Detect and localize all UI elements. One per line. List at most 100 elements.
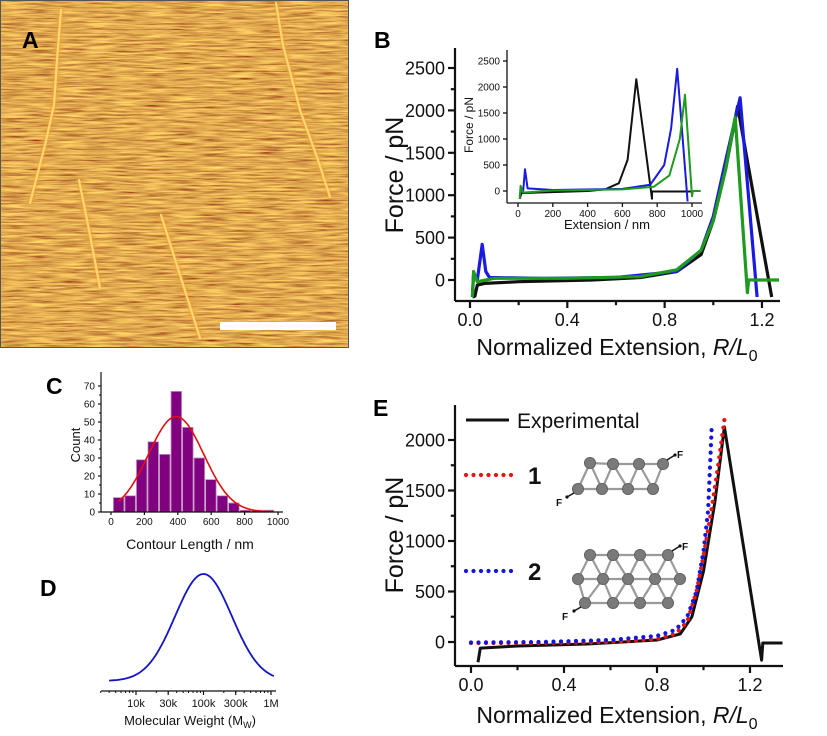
y-tick-label: 2000 xyxy=(478,83,501,94)
y-tick-label: 0 xyxy=(435,632,445,652)
y-tick-label: 10 xyxy=(84,490,96,501)
histogram-bar xyxy=(216,495,229,513)
x-tick-label: 0 xyxy=(515,209,521,220)
fiber xyxy=(159,213,202,340)
x-tick-label: 0.4 xyxy=(555,310,580,330)
panel-b-inset-chart: 0 200 400 600 800 1000 0 500 1000 1500 2000 2500 For… xyxy=(462,50,704,232)
x-tick-label: 200 xyxy=(544,209,561,220)
histogram-bar xyxy=(113,497,125,513)
x-tick-label: 10k xyxy=(127,698,145,710)
atom xyxy=(657,457,670,470)
x-tick-label: 0.4 xyxy=(551,675,576,695)
histogram-bar xyxy=(170,390,182,513)
y-tick-label: 1000 xyxy=(405,531,445,551)
molecule-1: FF xyxy=(556,450,683,509)
y-tick-label: 50 xyxy=(84,418,96,429)
atom xyxy=(622,482,635,495)
x-axis-title-subscript: W xyxy=(243,720,252,730)
atom xyxy=(649,573,662,586)
x-axis-title: Normalized Extension, R/L0 xyxy=(476,334,757,365)
molecule-2: FF xyxy=(562,542,688,623)
x-axis-title-variable: R/L xyxy=(713,334,749,360)
y-tick-label: 2000 xyxy=(405,101,445,121)
y-axis-title: Count xyxy=(68,427,83,462)
series-experimental-line xyxy=(476,425,783,663)
x-axis-title: Contour Length / nm xyxy=(126,536,254,552)
distribution-curve xyxy=(109,573,275,682)
x-tick-label: 0.8 xyxy=(644,675,669,695)
y-tick-label: 2500 xyxy=(478,57,501,68)
legend-label-model-1: 1 xyxy=(528,463,541,490)
y-tick-label: 0 xyxy=(89,508,95,519)
y-tick-label: 30 xyxy=(84,454,96,465)
y-tick-label: 60 xyxy=(84,400,96,411)
panel-label-d: D xyxy=(40,575,57,601)
x-tick-label: 0.8 xyxy=(652,310,677,330)
atom xyxy=(607,457,620,470)
arrow-head-icon xyxy=(565,495,569,499)
legend-label-model-2: 2 xyxy=(528,559,541,586)
afm-fibers xyxy=(27,1,333,340)
x-tick-label: 100k xyxy=(192,698,216,710)
x-axis-title-variable: R/L xyxy=(713,702,749,728)
x-tick-label: 800 xyxy=(649,209,666,220)
series-line-2 xyxy=(470,115,779,298)
atom xyxy=(597,573,610,586)
histogram-bar xyxy=(124,495,136,513)
x-tick-label: 200 xyxy=(136,517,153,528)
afm-frame xyxy=(0,0,349,348)
force-label: F xyxy=(556,498,562,509)
atom xyxy=(662,549,675,562)
histogram-bar xyxy=(205,479,217,513)
atom xyxy=(607,549,620,562)
legend-label-experimental: Experimental xyxy=(517,410,640,433)
atom xyxy=(596,482,609,495)
panel-d-molecular-weight-distribution: 10k 30k 100k 300k 1M Molecular Weight (MW) xyxy=(100,573,279,730)
x-tick-label: 400 xyxy=(169,517,186,528)
panel-e-model-comparison-chart: 0.0 0.4 0.8 1.2 0 500 1000 1500 2000 Force / pN No… xyxy=(381,405,783,733)
panel-label-c: C xyxy=(46,373,63,399)
atom xyxy=(662,597,675,610)
y-axis-title: Force / pN xyxy=(381,477,409,594)
atom xyxy=(634,549,647,562)
y-tick-label: 1500 xyxy=(405,143,445,163)
y-tick-label: 40 xyxy=(84,436,96,447)
atom xyxy=(633,457,646,470)
y-axis-title: Force / pN xyxy=(381,117,409,234)
arrow-head-icon xyxy=(678,544,682,548)
series-model-1-line xyxy=(468,417,727,646)
inset-x-axis-title: Extension / nm xyxy=(564,217,650,232)
panel-a-afm-image: A xyxy=(0,0,349,348)
y-tick-label: 70 xyxy=(84,382,96,393)
arrow-head-icon xyxy=(673,453,677,457)
x-tick-label: 300k xyxy=(224,698,248,710)
y-tick-label: 500 xyxy=(483,161,500,172)
atom xyxy=(647,482,660,495)
x-tick-label: 0 xyxy=(108,517,114,528)
atom xyxy=(572,573,585,586)
x-axis-title: Molecular Weight (MW) xyxy=(124,713,256,730)
x-tick-label: 0.0 xyxy=(457,310,482,330)
y-axis-title: Force / pN xyxy=(462,97,476,153)
series-line-1 xyxy=(470,96,759,298)
x-tick-label: 0.0 xyxy=(458,675,483,695)
atom xyxy=(674,573,687,586)
inset-series-line-0 xyxy=(518,78,692,200)
y-tick-label: 500 xyxy=(415,228,445,248)
atom xyxy=(584,549,597,562)
fiber xyxy=(28,8,63,205)
x-axis-title-subscript: 0 xyxy=(749,715,758,733)
atom xyxy=(572,482,585,495)
x-tick-label: 1M xyxy=(263,698,278,710)
x-tick-label: 1000 xyxy=(681,209,704,220)
x-tick-label: 800 xyxy=(236,517,253,528)
fiber xyxy=(274,1,332,199)
histogram-bar xyxy=(182,426,194,513)
x-tick-label: 1.2 xyxy=(737,675,762,695)
afm-background xyxy=(0,0,349,348)
atom xyxy=(634,597,647,610)
x-tick-label: 600 xyxy=(614,209,631,220)
y-tick-label: 500 xyxy=(415,582,445,602)
force-label: F xyxy=(677,450,683,461)
atom xyxy=(579,597,592,610)
